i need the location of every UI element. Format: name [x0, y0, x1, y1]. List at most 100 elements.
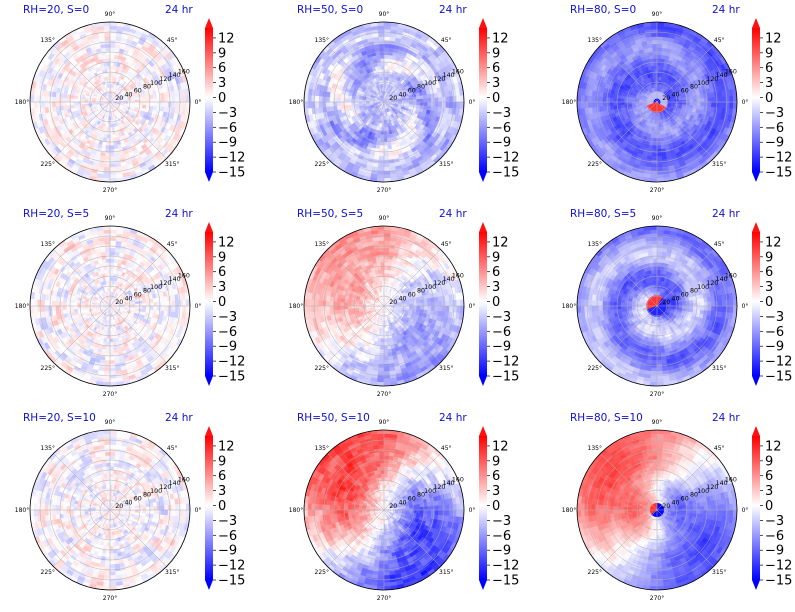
heatmap-cell: [105, 145, 111, 150]
heatmap-cell: [314, 95, 320, 103]
heatmap-cell: [420, 101, 425, 106]
heatmap-cell: [729, 95, 734, 103]
radius-tick-label: 40: [398, 91, 406, 98]
heatmap-cell: [452, 95, 457, 103]
heatmap-cell: [721, 101, 727, 109]
colorbar-tick-label: −3: [492, 106, 511, 121]
heatmap-cell: [109, 76, 113, 81]
heatmap-cell: [105, 50, 111, 56]
heatmap-cell: [656, 76, 660, 81]
heatmap-cell: [650, 166, 658, 172]
radius-tick-label: 80: [143, 84, 151, 91]
heatmap-cell: [416, 98, 421, 103]
heatmap-cell: [109, 174, 117, 179]
heatmap-cell: [156, 97, 162, 103]
heatmap-cell: [40, 101, 46, 109]
polar-frame: [303, 21, 465, 183]
heatmap-cell: [383, 32, 391, 38]
angle-tick-label: 315°: [439, 161, 453, 168]
heatmap-cell: [383, 50, 389, 56]
radius-tick-label: 140: [443, 72, 455, 79]
heatmap-cell: [448, 101, 454, 109]
angle-tick-label: 180°: [289, 99, 303, 106]
heatmap-cell: [109, 72, 113, 77]
angle-tick-label: 135°: [588, 37, 602, 44]
heatmap-cell: [109, 156, 116, 161]
angle-tick-label: 135°: [41, 37, 55, 44]
heatmap-cell: [456, 95, 461, 103]
heatmap-cell: [318, 101, 323, 108]
heatmap-cell: [651, 43, 658, 48]
heatmap-cell: [652, 148, 658, 154]
heatmap-cell: [653, 134, 658, 139]
heatmap-cell: [106, 61, 111, 66]
heatmap-cell: [377, 166, 385, 172]
heatmap-cell: [707, 97, 712, 103]
colorbar-tick-label: 12: [218, 31, 235, 46]
radius-tick-label: 60: [408, 88, 416, 95]
heatmap-cell: [707, 101, 712, 107]
heatmap-cell: [379, 54, 385, 59]
colorbar-extend-top: [205, 18, 213, 28]
heatmap-cell: [438, 101, 443, 108]
heatmap-cell: [613, 101, 618, 107]
heatmap-cell: [711, 96, 716, 103]
heatmap-cell: [104, 130, 108, 135]
heatmap-cell: [423, 101, 428, 107]
colorbar-tick-label: 3: [218, 76, 226, 91]
heatmap-cell: [652, 58, 658, 63]
heatmap-cell: [182, 95, 187, 103]
heatmap-cell: [325, 96, 330, 103]
panel-time-label: 24 hr: [712, 4, 740, 16]
heatmap-cell: [700, 97, 705, 103]
panel-rh20-s5: RH=20, S=5 24 hr 20 40 60 80 100 120 140 160 90°…: [0, 204, 265, 408]
heatmap-cell: [347, 95, 353, 100]
heatmap-cell: [656, 29, 664, 34]
heatmap-cell: [377, 29, 385, 34]
heatmap-cell: [106, 65, 111, 70]
heatmap-cell: [109, 145, 115, 150]
angle-tick-label: 135°: [315, 37, 329, 44]
heatmap-cell: [343, 101, 348, 106]
colorbar-tick-label: −9: [765, 136, 784, 151]
heatmap-cell: [138, 104, 143, 108]
heatmap-cell: [605, 97, 611, 103]
heatmap-cell: [656, 32, 664, 38]
heatmap-cell: [103, 133, 108, 139]
heatmap-cell: [314, 101, 320, 109]
heatmap-cell: [336, 97, 341, 103]
radius-tick-label: 40: [671, 91, 679, 98]
heatmap-cell: [650, 29, 658, 34]
angle-tick-label: 270°: [377, 187, 391, 194]
heatmap-cell: [656, 65, 661, 70]
radius-tick-label: 100: [424, 80, 436, 87]
heatmap-cell: [420, 98, 425, 103]
angle-tick-label: 225°: [588, 161, 602, 168]
panel-time-label: 24 hr: [439, 4, 467, 16]
grid-spoke: [383, 45, 441, 103]
polar-frame: [576, 21, 738, 183]
heatmap-cell: [149, 97, 154, 103]
heatmap-cell: [584, 101, 589, 109]
heatmap-cell: [423, 97, 428, 103]
panel-title: RH=20, S=0: [23, 4, 90, 16]
heatmap-cell: [656, 69, 661, 74]
heatmap-cell: [689, 101, 694, 106]
heatmap-cell: [104, 36, 111, 41]
angle-tick-label: 90°: [379, 11, 390, 18]
heatmap-cell: [602, 97, 607, 103]
heatmap-cell: [656, 43, 663, 48]
heatmap-cell: [104, 43, 111, 48]
angle-tick-label: 90°: [105, 11, 116, 18]
heatmap-cell: [311, 95, 316, 103]
angle-tick-label: 180°: [562, 99, 576, 106]
heatmap-cell: [340, 101, 345, 107]
heatmap-cell: [37, 101, 42, 109]
heatmap-cell: [379, 152, 385, 157]
angle-tick-label: 180°: [15, 99, 29, 106]
heatmap-cell: [103, 174, 111, 179]
heatmap-cell: [383, 43, 390, 48]
heatmap-cell: [383, 25, 391, 30]
heatmap-cell: [656, 148, 662, 154]
heatmap-cell: [651, 156, 658, 161]
